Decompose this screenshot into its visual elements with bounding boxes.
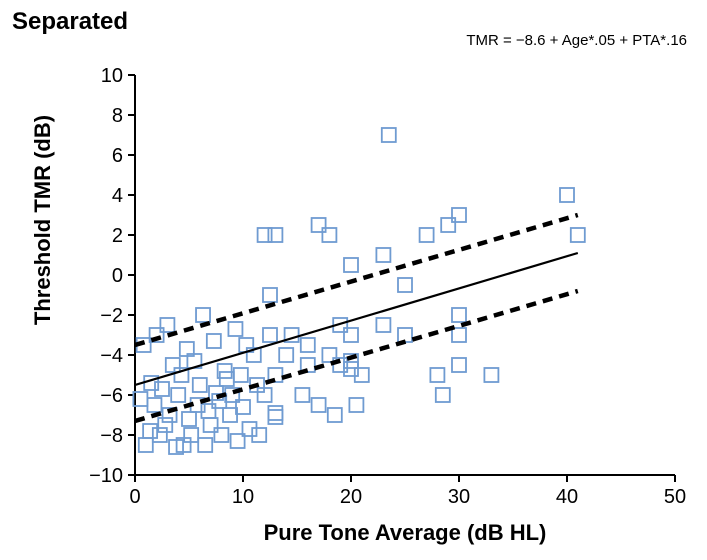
data-point: [166, 358, 180, 372]
data-point: [160, 318, 174, 332]
data-point: [344, 258, 358, 272]
data-point: [312, 218, 326, 232]
data-point: [228, 322, 242, 336]
data-point: [376, 248, 390, 262]
data-point: [182, 412, 196, 426]
data-point: [301, 338, 315, 352]
data-point: [193, 378, 207, 392]
data-point: [355, 368, 369, 382]
data-point: [382, 128, 396, 142]
data-point: [441, 218, 455, 232]
data-point: [328, 408, 342, 422]
ci-upper-line: [135, 215, 578, 345]
regression-equation: TMR = −8.6 + Age*.05 + PTA*.16: [466, 32, 687, 49]
y-tick-label: 10: [101, 65, 123, 87]
y-tick-label: −4: [100, 345, 123, 367]
y-tick-label: −8: [100, 425, 123, 447]
x-tick-label: 40: [556, 486, 578, 508]
data-point: [143, 424, 157, 438]
data-point: [312, 398, 326, 412]
chart-title: Separated: [12, 8, 128, 36]
y-tick-label: −6: [100, 385, 123, 407]
data-point: [207, 334, 221, 348]
data-point: [420, 228, 434, 242]
data-point: [198, 438, 212, 452]
data-point: [171, 388, 185, 402]
data-point: [263, 288, 277, 302]
data-point: [344, 328, 358, 342]
data-point: [452, 328, 466, 342]
data-point: [196, 308, 210, 322]
data-point: [268, 406, 282, 420]
data-point: [295, 388, 309, 402]
y-tick-label: 2: [112, 225, 123, 247]
data-point: [147, 398, 161, 412]
data-point: [452, 208, 466, 222]
data-point: [204, 418, 218, 432]
data-point: [344, 362, 358, 376]
x-tick-label: 0: [129, 486, 140, 508]
data-point: [223, 408, 237, 422]
x-tick-label: 20: [340, 486, 362, 508]
data-point: [436, 388, 450, 402]
data-point: [571, 228, 585, 242]
y-tick-label: 0: [112, 265, 123, 287]
data-point: [234, 368, 248, 382]
y-tick-label: 4: [112, 185, 123, 207]
y-tick-label: −10: [89, 465, 123, 487]
data-point: [349, 398, 363, 412]
data-point: [158, 418, 172, 432]
data-point: [139, 438, 153, 452]
data-point: [484, 368, 498, 382]
x-axis-label: Pure Tone Average (dB HL): [135, 520, 675, 546]
data-point: [258, 228, 272, 242]
x-tick-label: 50: [664, 486, 686, 508]
x-tick-label: 10: [232, 486, 254, 508]
y-tick-label: −2: [100, 305, 123, 327]
data-point: [155, 382, 169, 396]
data-point: [214, 428, 228, 442]
data-point: [252, 428, 266, 442]
y-axis-label: Threshold TMR (dB): [30, 70, 56, 370]
data-point: [452, 358, 466, 372]
data-point: [268, 228, 282, 242]
y-tick-label: 6: [112, 145, 123, 167]
data-point: [263, 328, 277, 342]
y-tick-label: 8: [112, 105, 123, 127]
data-point: [322, 348, 336, 362]
data-point: [452, 308, 466, 322]
data-point: [268, 410, 282, 424]
data-point: [376, 318, 390, 332]
data-point: [430, 368, 444, 382]
data-point: [279, 348, 293, 362]
data-point: [201, 404, 215, 418]
data-point: [398, 278, 412, 292]
data-point: [322, 228, 336, 242]
data-point: [560, 188, 574, 202]
data-point: [153, 428, 167, 442]
x-tick-label: 30: [448, 486, 470, 508]
chart-container: Separated TMR = −8.6 + Age*.05 + PTA*.16…: [0, 0, 707, 560]
scatter-plot: −10 −8 −6 −4 −2 0 2 4 6 8 10 0 10 20 30 40 50: [0, 0, 707, 560]
